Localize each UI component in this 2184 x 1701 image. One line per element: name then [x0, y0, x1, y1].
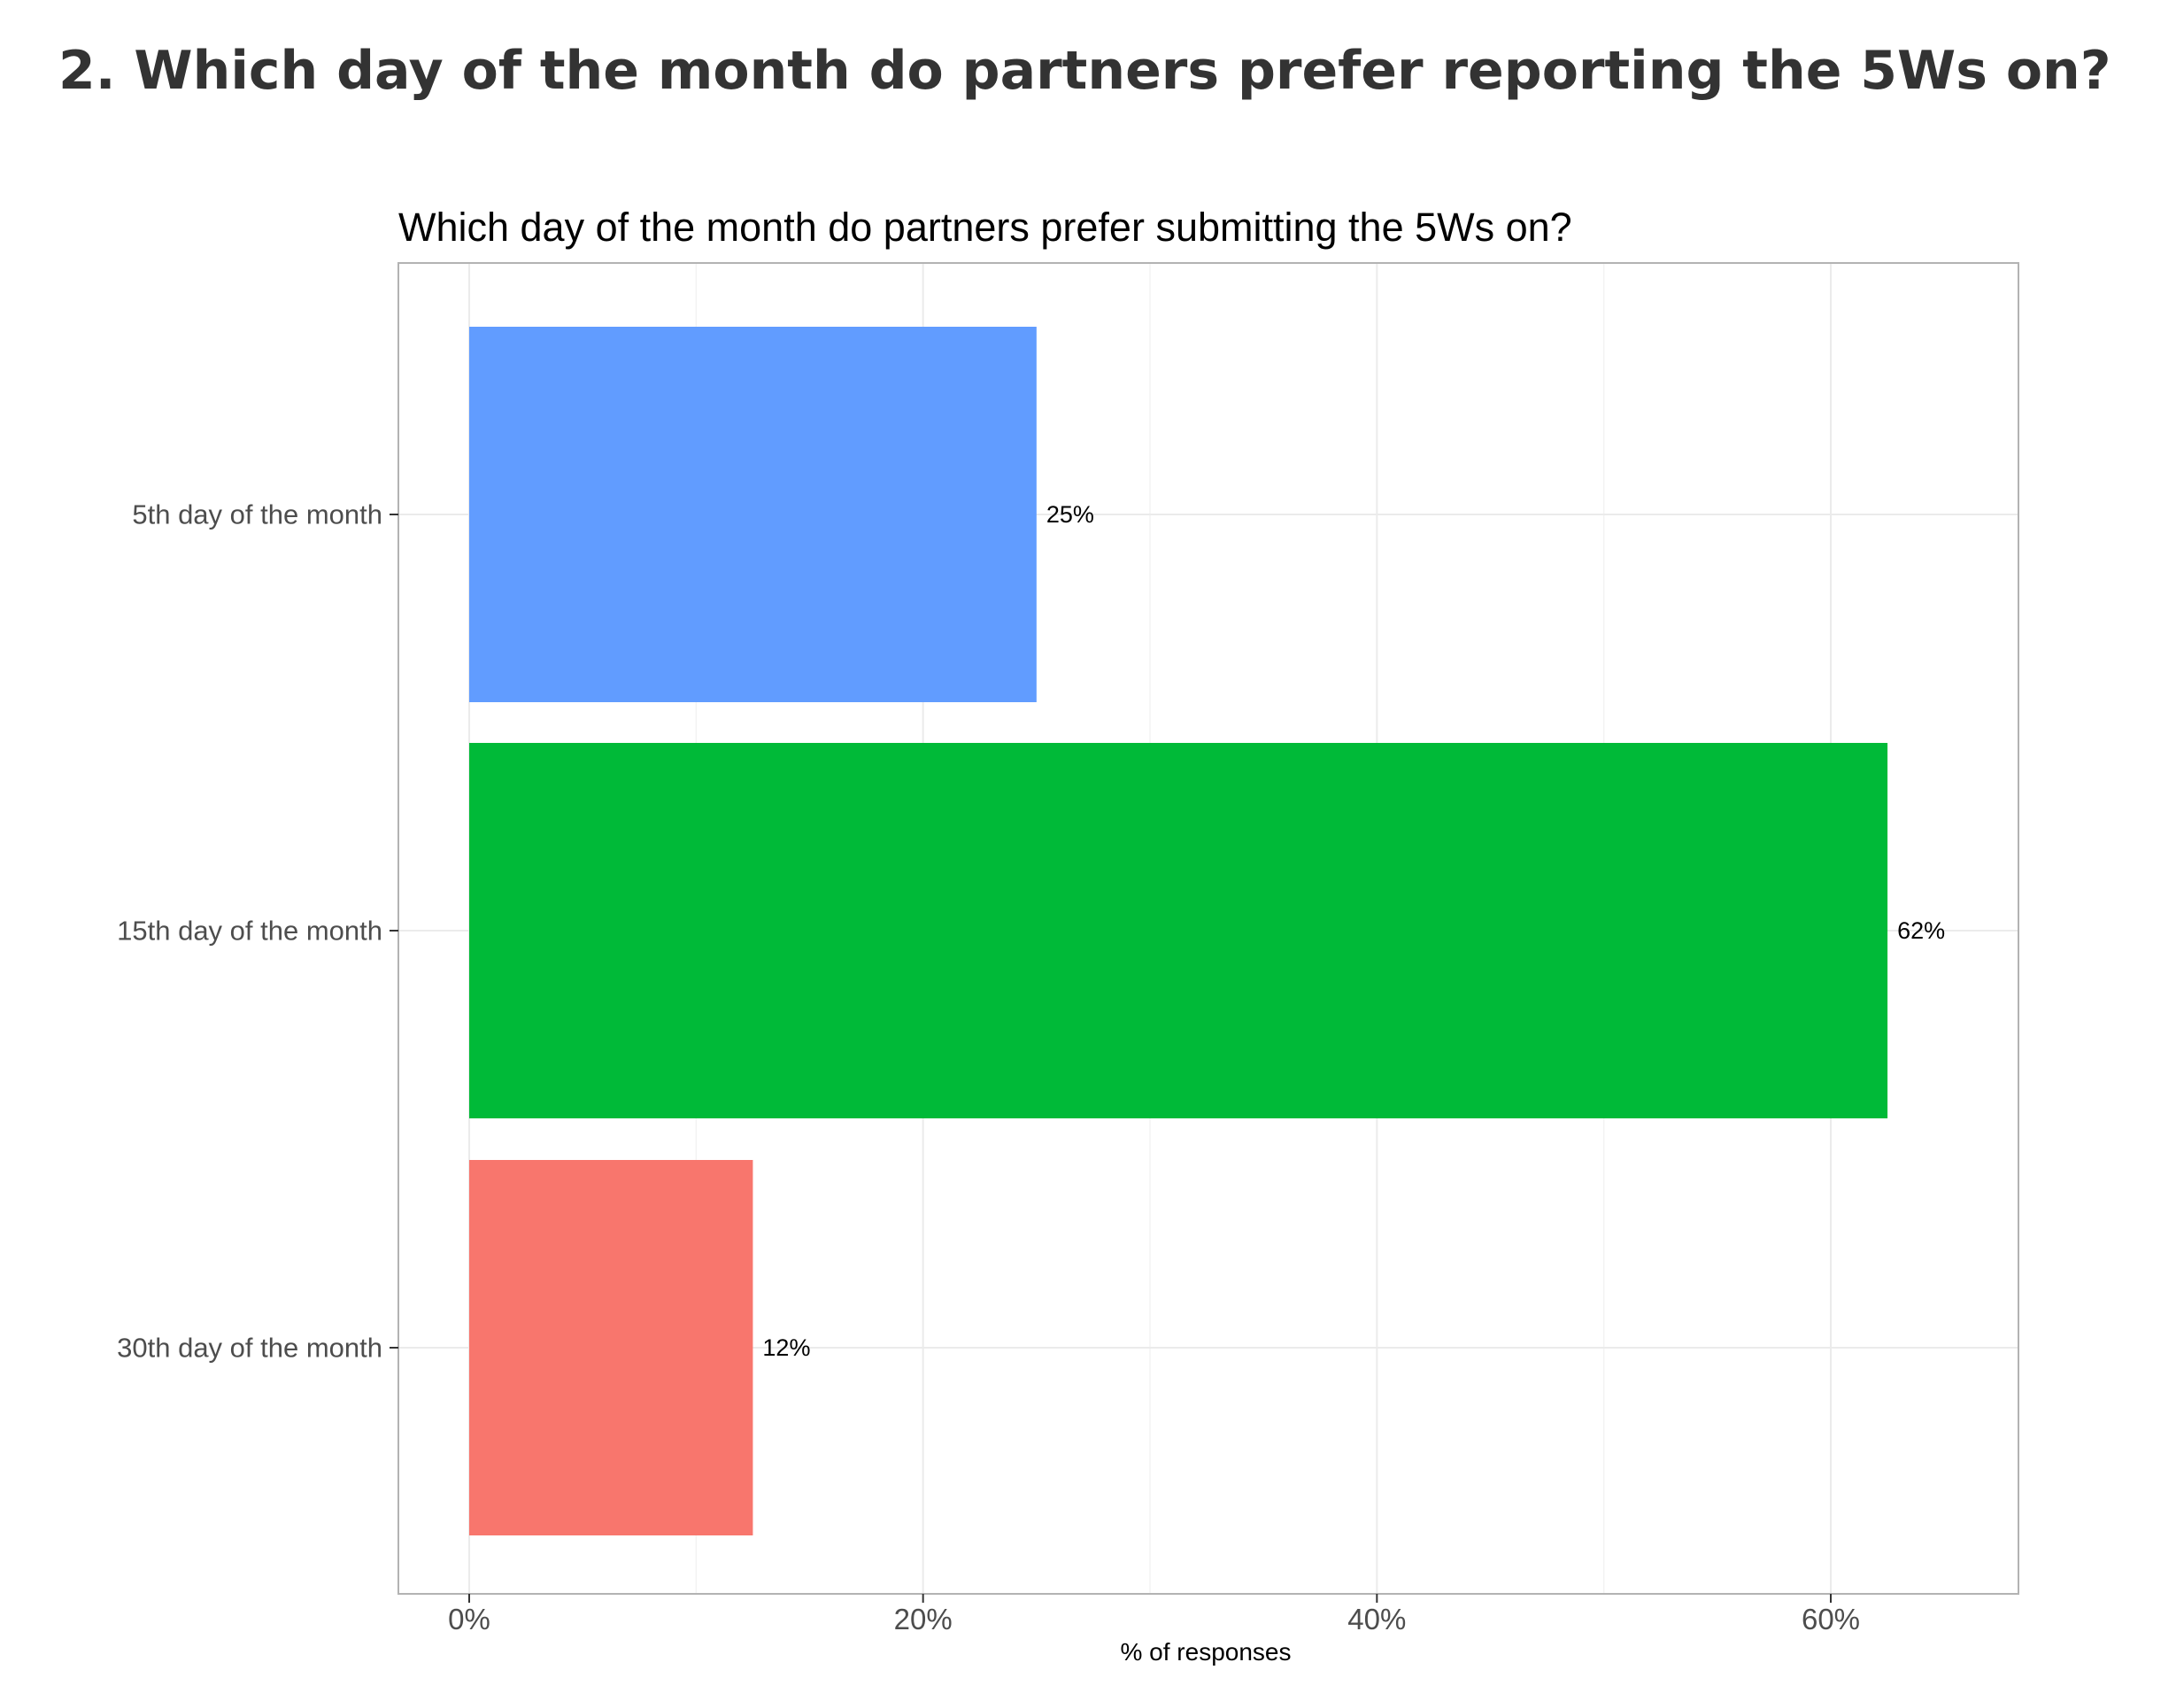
bar [469, 1160, 753, 1535]
category-labels: 5th day of the month 15th day of the mont… [117, 499, 398, 1364]
x-tick-label: 60% [1802, 1603, 1860, 1635]
x-axis-ticks: 0% 20% 40% 60% [448, 1594, 1860, 1635]
chart-title: Which day of the month do partners prefe… [398, 205, 1572, 250]
category-label: 15th day of the month [117, 916, 382, 947]
plot-panel-border [397, 262, 2019, 1595]
x-tick-label: 40% [1347, 1603, 1406, 1635]
category-label: 30th day of the month [117, 1333, 382, 1364]
x-tick-label: 0% [448, 1603, 490, 1635]
page-heading: 2. Which day of the month do partners pr… [58, 40, 2111, 102]
bars [469, 327, 1888, 1535]
data-labels: 25% 62% 12% [762, 501, 1945, 1361]
x-tick-label: 20% [894, 1603, 953, 1635]
data-label: 62% [1897, 917, 1945, 944]
x-axis-title: % of responses [1121, 1638, 1292, 1666]
data-label: 12% [762, 1334, 810, 1361]
data-label: 25% [1046, 501, 1094, 528]
bar [469, 743, 1888, 1118]
category-label: 5th day of the month [132, 499, 382, 530]
bar [469, 327, 1037, 702]
